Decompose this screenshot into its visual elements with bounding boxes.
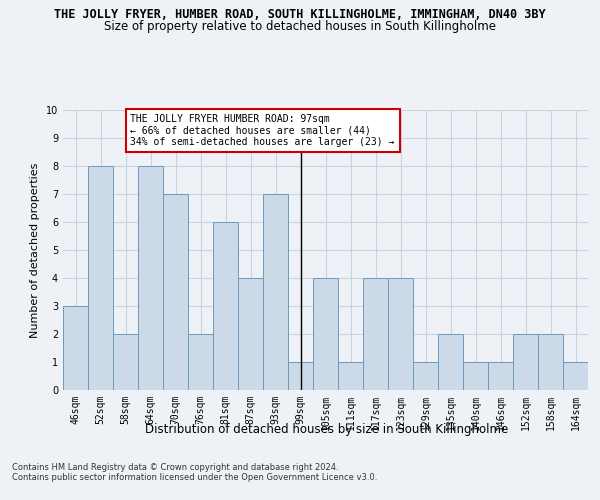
Bar [188, 334, 213, 390]
Bar [563, 362, 588, 390]
Bar [63, 306, 88, 390]
Bar [88, 166, 113, 390]
Text: THE JOLLY FRYER, HUMBER ROAD, SOUTH KILLINGHOLME, IMMINGHAM, DN40 3BY: THE JOLLY FRYER, HUMBER ROAD, SOUTH KILL… [54, 8, 546, 20]
Bar [463, 362, 488, 390]
Bar [363, 278, 388, 390]
Bar [238, 278, 263, 390]
Bar [313, 278, 338, 390]
Bar [263, 194, 288, 390]
Text: THE JOLLY FRYER HUMBER ROAD: 97sqm
← 66% of detached houses are smaller (44)
34%: THE JOLLY FRYER HUMBER ROAD: 97sqm ← 66%… [131, 114, 395, 148]
Bar [413, 362, 438, 390]
Bar [138, 166, 163, 390]
Bar [288, 362, 313, 390]
Bar [488, 362, 513, 390]
Bar [338, 362, 363, 390]
Bar [538, 334, 563, 390]
Text: Contains HM Land Registry data © Crown copyright and database right 2024.
Contai: Contains HM Land Registry data © Crown c… [12, 462, 377, 482]
Bar [513, 334, 538, 390]
Y-axis label: Number of detached properties: Number of detached properties [31, 162, 40, 338]
Bar [113, 334, 138, 390]
Bar [163, 194, 188, 390]
Text: Distribution of detached houses by size in South Killingholme: Distribution of detached houses by size … [145, 422, 509, 436]
Text: Size of property relative to detached houses in South Killingholme: Size of property relative to detached ho… [104, 20, 496, 33]
Bar [438, 334, 463, 390]
Bar [213, 222, 238, 390]
Bar [388, 278, 413, 390]
